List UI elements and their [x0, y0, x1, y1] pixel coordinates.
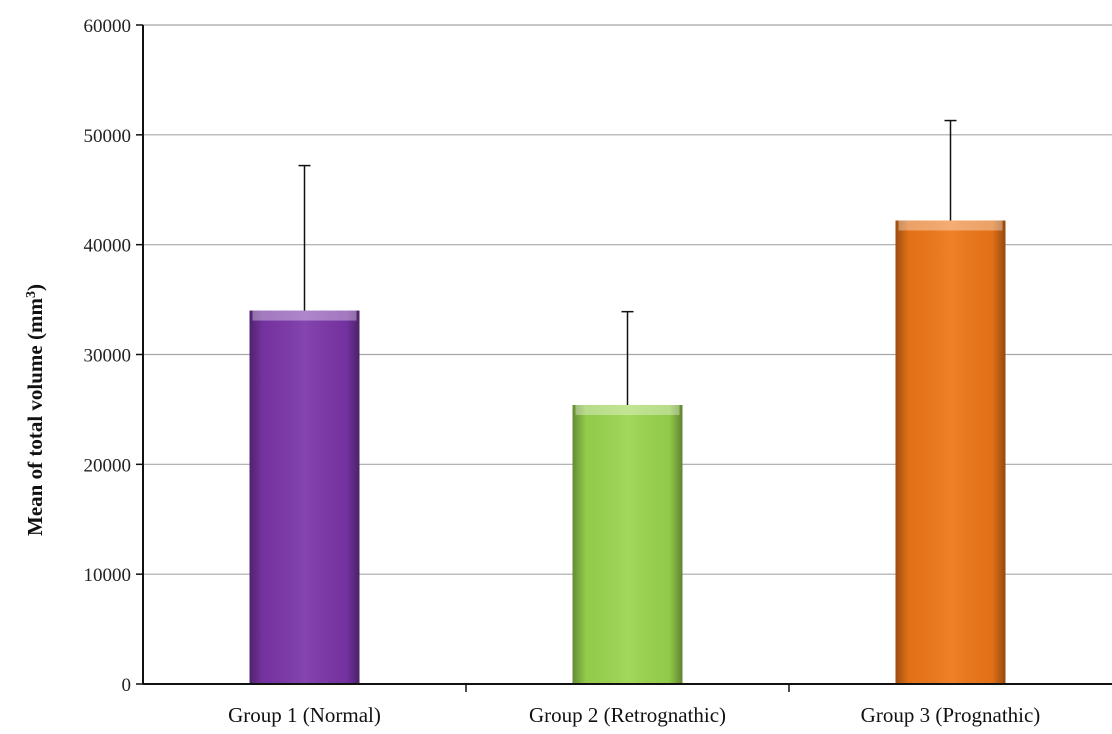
axes: [136, 24, 1112, 692]
error-bars: [298, 119, 957, 406]
y-tick-labels: 0 10000 20000 30000 40000 50000 60000: [84, 16, 132, 696]
x-category-label: Group 1 (Normal): [228, 703, 381, 727]
bar-shading: [572, 405, 683, 684]
y-tick-label: 10000: [84, 565, 132, 586]
bar: [895, 220, 1006, 684]
y-axis-title: Mean of total volume (mm3): [23, 284, 47, 536]
bar-top-highlight: [575, 405, 680, 416]
y-tick-label: 30000: [84, 346, 132, 367]
x-category-label: Group 2 (Retrognathic): [529, 703, 726, 727]
x-category-labels: Group 1 (Normal) Group 2 (Retrognathic) Gr…: [228, 703, 1040, 727]
bar-top-highlight: [898, 220, 1003, 231]
y-tick-label: 60000: [84, 16, 132, 37]
y-tick-label: 50000: [84, 126, 132, 147]
bar: [572, 405, 683, 684]
bar-shading: [249, 310, 360, 684]
y-tick-label: 40000: [84, 236, 132, 257]
bar-shading: [895, 220, 1006, 684]
bars: [249, 220, 1006, 684]
y-tick-label: 0: [122, 675, 132, 696]
bar: [249, 310, 360, 684]
x-category-label: Group 3 (Prognathic): [861, 703, 1041, 727]
bar-top-highlight: [252, 310, 357, 321]
y-tick-label: 20000: [84, 455, 132, 476]
